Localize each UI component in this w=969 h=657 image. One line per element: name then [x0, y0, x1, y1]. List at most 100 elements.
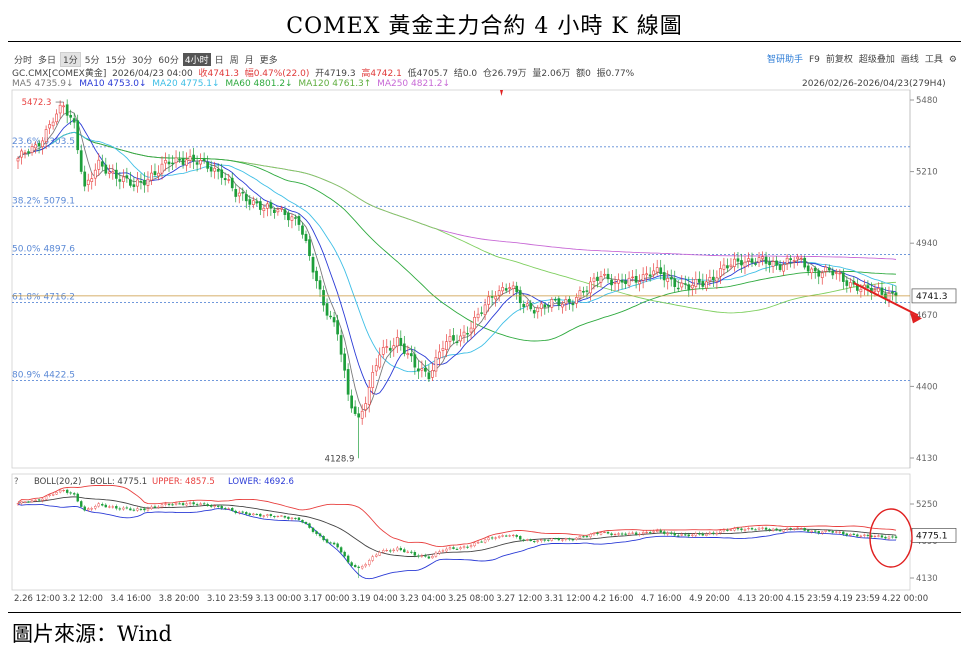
candle-body — [782, 264, 785, 272]
period-tab-4[interactable]: 15分 — [105, 56, 126, 66]
toolbar: 分时 多日 1分 5分 15分 30分 60分 4小时日周月更多 智研助手 F9 前复权 超级叠加画… — [12, 52, 957, 67]
boll-candle-body — [877, 535, 880, 537]
boll-candle-body — [343, 551, 346, 557]
period-tab-0[interactable]: 分时 — [14, 56, 33, 66]
boll-candle-body — [701, 533, 705, 536]
ma250-value: MA250 4821.2↓ — [377, 79, 451, 89]
candle-body — [680, 282, 684, 288]
candle-body — [452, 335, 455, 341]
candle-body — [266, 203, 269, 209]
candle-body — [603, 273, 606, 276]
boll-candle-body — [122, 507, 125, 510]
boll-candle-body — [845, 533, 849, 536]
candle-body — [251, 200, 255, 205]
boll-candle-body — [666, 533, 669, 535]
candle-body — [178, 158, 181, 161]
time-tick-label-4: 3.10 23:59 — [207, 594, 253, 604]
boll-candle-body — [529, 539, 532, 542]
boll-candle-body — [680, 534, 683, 536]
candle-body — [381, 347, 385, 355]
boll-candle-body — [859, 535, 863, 537]
candle-body — [669, 277, 673, 280]
amplitude-value: 振0.77% — [596, 69, 635, 79]
candle-body — [884, 293, 887, 299]
boll-candle-body — [97, 503, 100, 507]
boll-candle-body — [202, 503, 206, 505]
candle-body — [290, 216, 294, 221]
candle-body — [645, 273, 648, 276]
high-price-label: 5472.3 — [22, 98, 52, 108]
period-tab-2[interactable]: 1分 — [60, 52, 81, 67]
boll-candle-body — [466, 546, 469, 548]
boll-candle-body — [360, 566, 364, 569]
boll-candle-body — [469, 545, 473, 547]
period-tab-6[interactable]: 60分 — [158, 56, 179, 66]
candle-body — [596, 276, 599, 281]
boll-candle-body — [94, 506, 97, 509]
candle-body — [652, 270, 656, 275]
boll-candle-body — [511, 534, 515, 536]
toolbar-item-4[interactable]: 画线 — [900, 55, 919, 65]
boll-candle-body — [195, 504, 199, 506]
candle-body — [438, 351, 441, 359]
boll-candle-body — [234, 510, 237, 514]
candle-body — [202, 159, 206, 162]
boll-candle-body — [810, 530, 813, 533]
toolbar-item-2[interactable]: 前复权 — [825, 55, 853, 65]
period-tab-7[interactable]: 4小时 — [182, 53, 211, 66]
period-tab-5[interactable]: 30分 — [131, 56, 153, 66]
candle-body — [114, 169, 118, 179]
candle-body — [518, 290, 522, 304]
boll-candle-body — [719, 530, 722, 533]
time-tick-label-6: 3.17 00:00 — [303, 594, 349, 604]
boll-candle-body — [490, 537, 494, 539]
candle-body — [125, 175, 129, 179]
fib-label-1: 38.2% 5079.1 — [12, 196, 75, 206]
boll-candle-body — [828, 530, 831, 532]
price-tick-label-2: 4940 — [916, 239, 938, 249]
boll-candle-body — [332, 542, 336, 545]
candle-body — [785, 257, 789, 264]
candle-body — [599, 276, 603, 283]
boll-candle-body — [880, 535, 884, 538]
candle-body — [424, 367, 427, 372]
candle-body — [413, 354, 417, 368]
price-tick-label-0: 5480 — [916, 96, 938, 106]
candle-body — [297, 216, 301, 225]
boll-candle-body — [712, 532, 715, 534]
price-tick-label-3: 4670 — [916, 311, 938, 321]
period-tab-11[interactable]: 更多 — [259, 56, 278, 66]
boll-candle-body — [817, 531, 820, 533]
period-tab-10[interactable]: 月 — [244, 56, 254, 66]
candle-body — [44, 129, 48, 142]
candle-body — [582, 290, 585, 293]
boll-candle-body — [160, 504, 164, 508]
boll-candle-body — [125, 507, 129, 509]
ma-line-ma120 — [17, 131, 897, 314]
boll-candle-body — [526, 539, 529, 541]
boll-candle-body — [473, 542, 476, 547]
period-tab-9[interactable]: 周 — [229, 56, 239, 66]
boll-candle-body — [375, 554, 378, 557]
toolbar-item-0[interactable]: 智研助手 — [766, 55, 803, 65]
candle-body — [374, 365, 378, 372]
boll-candle-body — [799, 527, 803, 529]
boll-candle-body — [824, 530, 827, 532]
toolbar-item-5[interactable]: 工具 — [924, 55, 943, 65]
boll-candle-body — [807, 529, 810, 532]
gear-icon[interactable]: ⚙ — [948, 55, 957, 65]
boll-candle-body — [164, 503, 167, 505]
period-tab-8[interactable]: 日 — [214, 56, 224, 66]
toolbar-item-1[interactable]: F9 — [808, 55, 820, 65]
boll-candle-body — [483, 539, 487, 543]
price-tick-label-4: 4400 — [916, 382, 938, 392]
candle-body — [487, 296, 490, 305]
boll-candle-body — [452, 547, 455, 549]
candle-body — [697, 278, 701, 283]
period-tab-1[interactable]: 多日 — [38, 56, 57, 66]
period-tab-3[interactable]: 5分 — [84, 56, 100, 66]
boll-candle-body — [227, 508, 230, 510]
candle-body — [733, 258, 736, 267]
toolbar-item-3[interactable]: 超级叠加 — [858, 55, 895, 65]
